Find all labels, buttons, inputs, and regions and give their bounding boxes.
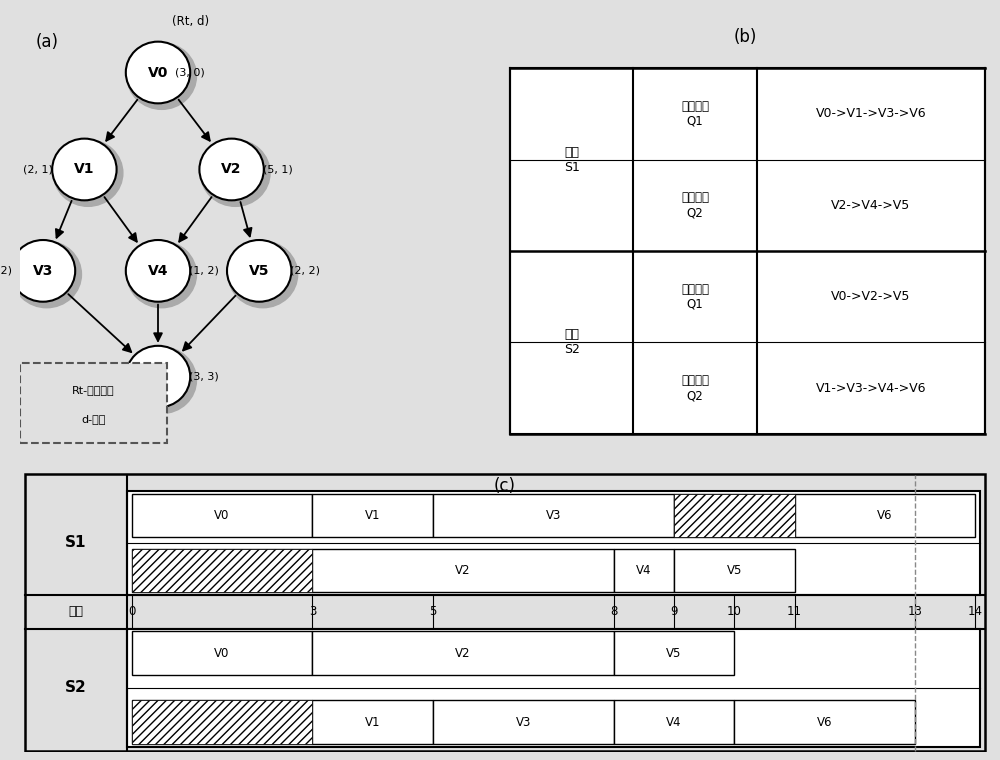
Text: 任务序列
Q1: 任务序列 Q1 <box>681 283 709 311</box>
Text: V4: V4 <box>148 264 168 278</box>
Text: 9: 9 <box>670 605 678 619</box>
Text: (c): (c) <box>494 477 516 495</box>
Bar <box>312 494 433 537</box>
Text: V0->V2->V5: V0->V2->V5 <box>831 290 911 303</box>
Bar <box>132 549 312 592</box>
Text: (a): (a) <box>36 33 59 51</box>
Bar <box>674 494 795 537</box>
Bar <box>674 549 795 592</box>
Circle shape <box>11 240 75 302</box>
Circle shape <box>12 241 81 308</box>
Text: V0->V1->V3->V6: V0->V1->V3->V6 <box>816 107 926 120</box>
Bar <box>433 701 614 744</box>
Text: V2->V4->V5: V2->V4->V5 <box>831 199 911 212</box>
Text: (3, 0): (3, 0) <box>175 68 205 78</box>
Bar <box>312 632 614 675</box>
Text: (5, 1): (5, 1) <box>263 164 292 175</box>
Text: V0: V0 <box>214 509 230 522</box>
Text: 5: 5 <box>429 605 437 619</box>
Text: Rt-运行时间: Rt-运行时间 <box>72 385 115 395</box>
Circle shape <box>126 346 190 407</box>
Text: V5: V5 <box>727 564 742 577</box>
Circle shape <box>199 138 264 201</box>
Text: V1: V1 <box>74 163 95 176</box>
Bar <box>132 701 312 744</box>
Circle shape <box>127 347 196 413</box>
Bar <box>312 701 433 744</box>
Text: V3: V3 <box>516 716 531 729</box>
Text: d-深度: d-深度 <box>81 413 106 423</box>
Text: V1: V1 <box>365 509 380 522</box>
Text: V4: V4 <box>666 716 682 729</box>
Text: V5: V5 <box>666 647 682 660</box>
Circle shape <box>201 140 270 206</box>
Text: V6: V6 <box>817 716 833 729</box>
Bar <box>614 701 734 744</box>
Text: V1: V1 <box>365 716 380 729</box>
Text: (2, 1): (2, 1) <box>23 164 53 175</box>
Text: 调度
S2: 调度 S2 <box>564 328 580 356</box>
Circle shape <box>53 140 123 206</box>
Circle shape <box>228 241 298 308</box>
Bar <box>510 68 985 434</box>
Text: 14: 14 <box>968 605 983 619</box>
Text: V6: V6 <box>148 369 168 384</box>
Text: V3: V3 <box>33 264 53 278</box>
Bar <box>614 549 674 592</box>
Text: V0: V0 <box>214 647 230 660</box>
Bar <box>127 491 980 595</box>
Bar <box>132 632 312 675</box>
Text: 13: 13 <box>908 605 923 619</box>
Text: V0: V0 <box>148 65 168 80</box>
Bar <box>312 549 614 592</box>
Text: V2: V2 <box>455 647 471 660</box>
Text: V2: V2 <box>221 163 242 176</box>
Text: S2: S2 <box>65 680 87 695</box>
Circle shape <box>126 240 190 302</box>
Text: 0: 0 <box>128 605 135 619</box>
Bar <box>433 494 674 537</box>
Text: 任务序列
Q2: 任务序列 Q2 <box>681 374 709 402</box>
Bar <box>614 632 734 675</box>
Text: 8: 8 <box>610 605 617 619</box>
Text: S1: S1 <box>65 535 87 550</box>
Bar <box>132 549 312 592</box>
Text: 时间: 时间 <box>68 605 83 619</box>
Text: 11: 11 <box>787 605 802 619</box>
Circle shape <box>127 241 196 308</box>
Circle shape <box>126 42 190 103</box>
Circle shape <box>52 138 117 201</box>
Text: V6: V6 <box>877 509 893 522</box>
Text: (1, 2): (1, 2) <box>189 266 219 276</box>
Text: 任务序列
Q1: 任务序列 Q1 <box>681 100 709 128</box>
Text: (3, 3): (3, 3) <box>189 372 219 382</box>
Text: 3: 3 <box>309 605 316 619</box>
Text: V1->V3->V4->V6: V1->V3->V4->V6 <box>816 382 926 394</box>
Text: 任务序列
Q2: 任务序列 Q2 <box>681 192 709 220</box>
Bar <box>132 494 312 537</box>
Text: V4: V4 <box>636 564 652 577</box>
Text: V2: V2 <box>455 564 471 577</box>
Bar <box>127 629 980 747</box>
FancyBboxPatch shape <box>20 363 167 443</box>
Text: 10: 10 <box>727 605 742 619</box>
Bar <box>674 494 795 537</box>
Bar <box>734 701 915 744</box>
Bar <box>795 494 975 537</box>
Text: V5: V5 <box>249 264 269 278</box>
Text: 调度
S1: 调度 S1 <box>564 146 580 173</box>
Text: V3: V3 <box>546 509 561 522</box>
Circle shape <box>227 240 291 302</box>
Text: (Rt, d): (Rt, d) <box>172 15 209 28</box>
Bar <box>132 701 312 744</box>
Text: (4, 2): (4, 2) <box>0 266 12 276</box>
Circle shape <box>127 43 196 109</box>
Text: (b): (b) <box>733 28 757 46</box>
Text: (2, 2): (2, 2) <box>290 266 320 276</box>
